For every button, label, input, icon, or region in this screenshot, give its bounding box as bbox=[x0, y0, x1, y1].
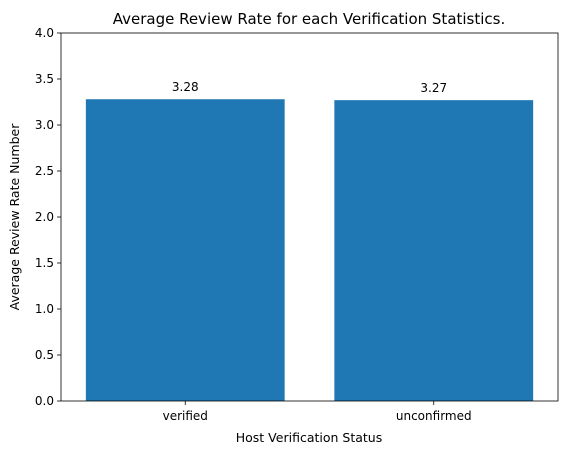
y-axis-title: Average Review Rate Number bbox=[7, 123, 22, 311]
y-tick-label-5: 2.5 bbox=[35, 164, 54, 178]
bar-unconfirmed bbox=[334, 100, 534, 401]
data-label-verified: 3.28 bbox=[172, 80, 199, 94]
x-tick-label-unconfirmed: unconfirmed bbox=[396, 409, 472, 423]
y-tick-label-7: 3.5 bbox=[35, 72, 54, 86]
plot-area: 3.28 verified 3.27 unconfirmed 0.0 0.5 1.0 1.5 2… bbox=[35, 26, 559, 423]
x-tick-label-verified: verified bbox=[163, 409, 208, 423]
y-tick-label-2: 1.0 bbox=[35, 302, 54, 316]
y-tick-label-0: 0.0 bbox=[35, 394, 54, 408]
axes-frame bbox=[60, 32, 559, 402]
bar-verified bbox=[85, 99, 285, 402]
y-tick-label-3: 1.5 bbox=[35, 256, 54, 270]
y-tick-label-4: 2.0 bbox=[35, 210, 54, 224]
chart-title: Average Review Rate for each Verificatio… bbox=[113, 10, 506, 28]
y-tick-label-6: 3.0 bbox=[35, 118, 54, 132]
x-axis-title: Host Verification Status bbox=[236, 430, 382, 445]
y-tick-label-8: 4.0 bbox=[35, 26, 54, 40]
data-label-unconfirmed: 3.27 bbox=[420, 81, 447, 95]
y-tick-label-1: 0.5 bbox=[35, 348, 54, 362]
